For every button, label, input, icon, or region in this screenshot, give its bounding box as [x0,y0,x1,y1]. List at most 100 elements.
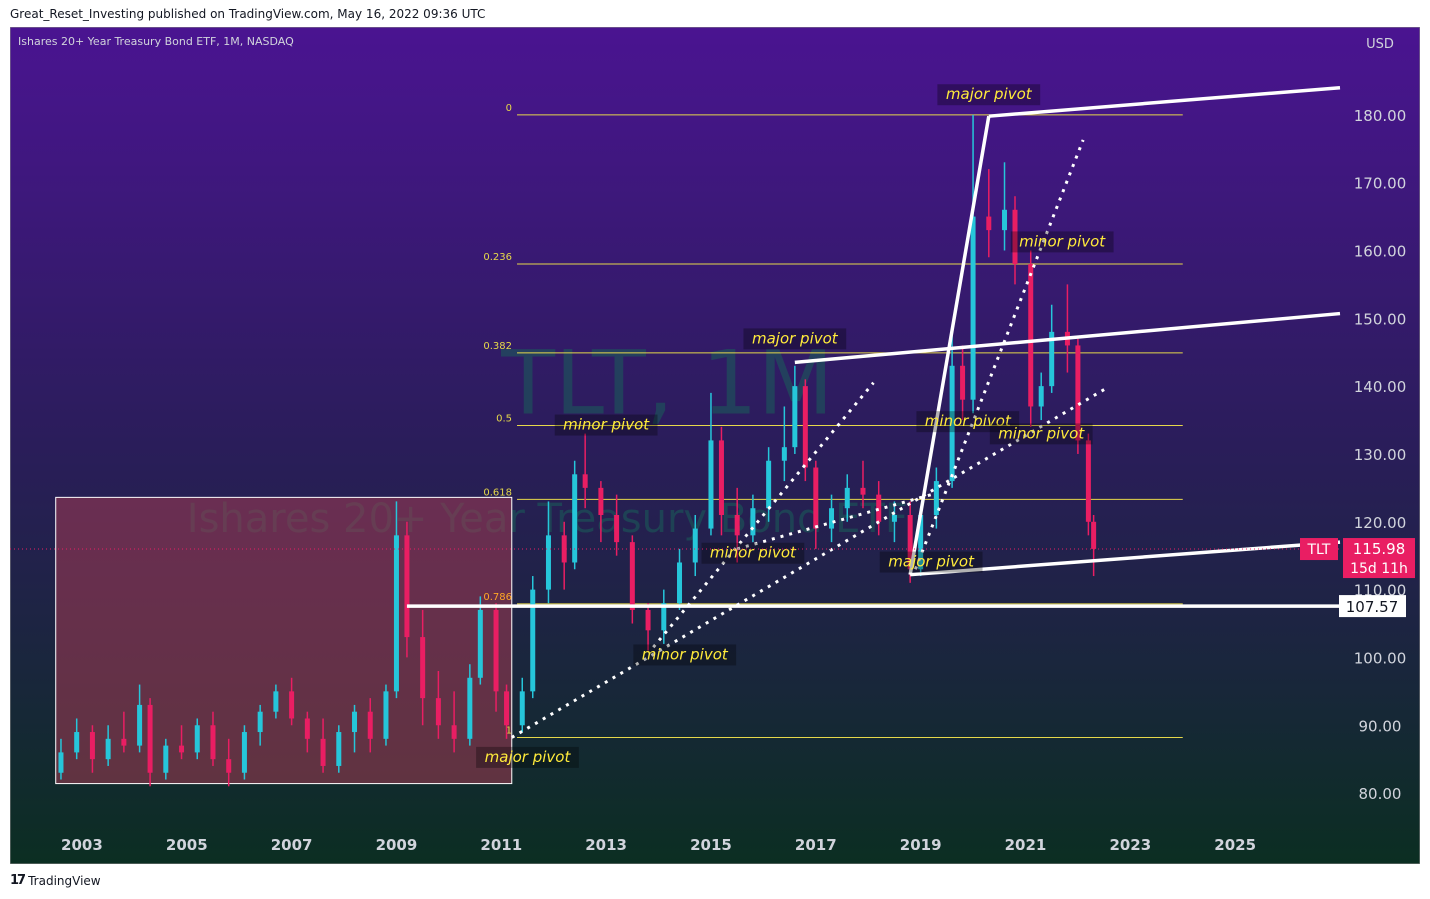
pivot-label-bg-5 [989,423,1093,445]
x-tick-3: 2009 [376,836,418,854]
candle-body-21 [383,691,389,739]
y-tick-7: 150.00 [1354,310,1407,328]
candle-body-57 [891,515,897,522]
y-tick-10: 180.00 [1354,107,1407,125]
last-price-value: 115.98 [1353,540,1406,558]
candle-body-26 [451,725,457,739]
x-tick-7: 2017 [795,836,837,854]
trend-line-1 [910,540,1341,577]
candle-body-0 [58,752,64,773]
candlestick-chart[interactable]: TLT, 1M Ishares 20+ Year Treasury Bond ET… [9,26,1421,865]
candle-body-14 [273,691,279,712]
candle-body-38 [614,515,620,543]
candle-body-52 [813,467,819,529]
last-price-badge [1343,538,1415,579]
candle-body-53 [829,508,835,529]
candle-body-30 [504,691,510,726]
x-tick-0: 2003 [61,836,103,854]
chart-container[interactable]: TLT, 1M Ishares 20+ Year Treasury Bond ET… [9,26,1421,865]
candle-body-66 [1012,209,1018,265]
support-badge [1339,595,1406,618]
pivot-label-bg-4 [916,411,1020,433]
candle-body-67 [1028,264,1034,407]
pivot-label-3: minor pivot [563,416,650,434]
candle-body-28 [477,609,483,678]
trend-line-0 [794,311,1341,365]
candle-body-2 [89,732,95,760]
x-tick-11: 2025 [1214,836,1256,854]
candle-body-61 [949,365,955,482]
fib-label-4: 0.618 [483,487,512,498]
pivot-label-bg-9 [476,746,579,768]
candle-body-65 [1002,209,1008,231]
candle-body-39 [629,542,635,610]
y-tick-4: 120.00 [1354,514,1407,532]
pivot-label-7: major pivot [888,553,975,571]
candle-body-23 [404,535,410,638]
candle-body-32 [530,589,536,692]
pivot-label-1: minor pivot [1019,232,1106,250]
fib-label-2: 0.382 [483,341,512,352]
candle-body-51 [802,386,808,468]
y-tick-6: 140.00 [1354,378,1407,396]
candle-body-3 [105,738,111,760]
fib-label-6: 1 [506,725,512,736]
watermark-symbol: TLT, 1M [500,331,833,434]
candle-body-50 [792,386,798,448]
x-tick-4: 2011 [480,836,522,854]
pivot-label-2: major pivot [752,329,839,347]
highlight-box [55,496,513,785]
candle-body-27 [467,677,473,739]
candle-body-63 [970,216,976,400]
pivot-label-0: major pivot [946,85,1033,103]
candle-body-73 [1091,521,1097,549]
publish-header: Great_Reset_Investing published on Tradi… [10,7,486,21]
pivot-label-6: minor pivot [710,544,797,562]
fib-label-3: 0.5 [496,413,512,424]
candle-body-6 [147,704,153,773]
candle-body-41 [661,603,667,631]
candle-body-44 [708,440,714,529]
last-price-countdown: 15d 11h [1350,561,1408,577]
x-tick-10: 2023 [1109,836,1151,854]
candle-body-31 [519,691,525,726]
candle-body-56 [876,494,882,522]
candle-body-17 [320,738,326,766]
trend-line-3 [988,85,1341,118]
candle-body-54 [844,487,850,509]
x-tick-9: 2021 [1005,836,1047,854]
candle-body-29 [493,609,499,692]
candle-body-35 [572,474,578,563]
candle-body-25 [435,698,441,726]
candle-body-46 [734,515,740,536]
x-tick-2: 2007 [271,836,313,854]
candle-body-36 [582,474,588,488]
y-tick-1: 90.00 [1359,717,1402,735]
symbol-tag: TLT [1307,542,1331,558]
x-tick-5: 2013 [585,836,627,854]
candle-body-48 [766,460,772,509]
pivot-label-bg-8 [633,644,737,666]
candle-body-20 [367,711,373,739]
footer-brand: TradingView [28,873,101,888]
candle-body-68 [1038,386,1044,407]
candle-body-71 [1075,345,1081,441]
candle-body-1 [74,732,80,753]
candle-body-13 [257,711,263,733]
candle-body-10 [210,725,216,760]
fib-label-5: 0.786 [483,592,512,603]
candle-body-49 [781,447,787,461]
pivot-label-bg-6 [701,542,805,564]
candle-body-18 [336,732,342,766]
y-tick-0: 80.00 [1359,785,1402,803]
trend-line-2 [908,115,991,575]
footer: 17 TradingView [10,873,101,888]
candle-body-47 [750,508,756,536]
dotted-line-0 [511,388,1105,739]
dotted-line-3 [736,493,932,551]
candle-body-42 [677,562,683,604]
candle-body-11 [226,759,232,773]
candle-body-4 [121,738,127,746]
y-tick-5: 130.00 [1354,446,1407,464]
pivot-label-bg-2 [743,328,847,350]
